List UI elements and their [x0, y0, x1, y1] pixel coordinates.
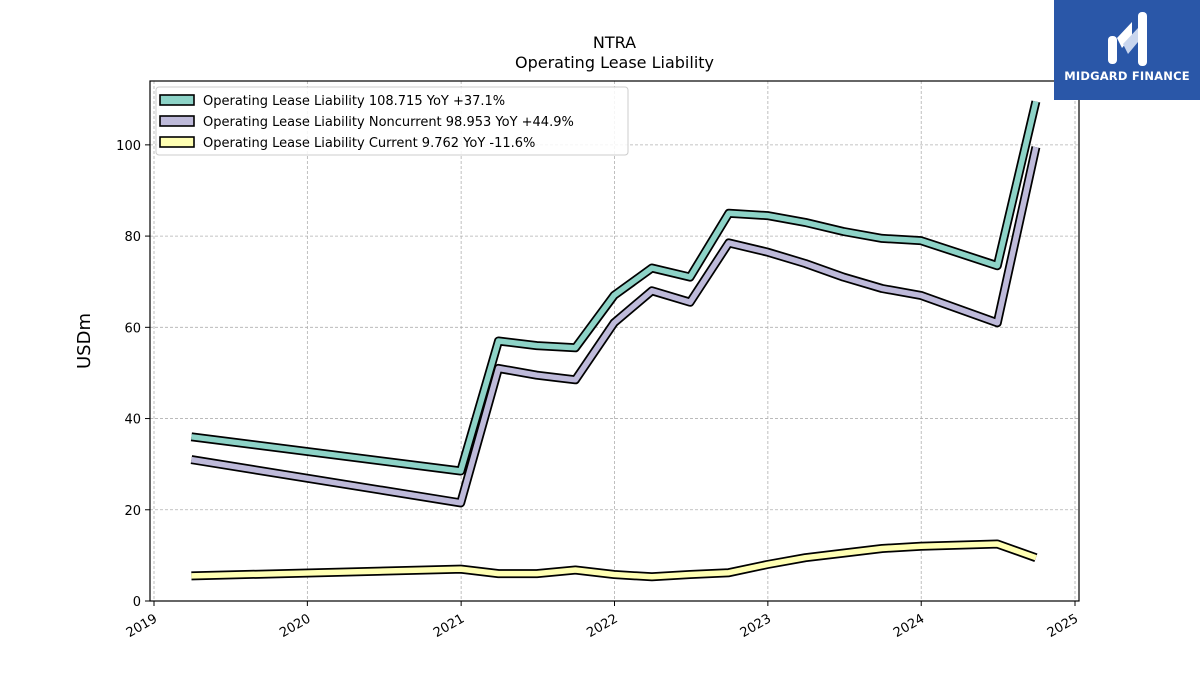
y-tick-label: 100 [116, 139, 141, 154]
legend-entry: Operating Lease Liability 108.715 YoY +3… [203, 94, 505, 109]
x-tick-label: 2024 [891, 611, 927, 641]
x-tick-label: 2022 [584, 611, 620, 641]
y-tick-label: 60 [124, 321, 141, 336]
chart-title: NTRA [593, 33, 636, 52]
series-line-operating-lease-liability [191, 100, 1039, 474]
legend-swatch [159, 136, 195, 148]
x-tick-label: 2019 [124, 611, 160, 641]
legend-swatch [159, 115, 195, 127]
y-axis-label: USDm [74, 313, 95, 369]
logo-text: MIDGARD FINANCE [1064, 69, 1190, 83]
legend: Operating Lease Liability 108.715 YoY +3… [155, 86, 629, 156]
x-tick-label: 2023 [738, 611, 774, 641]
grid [150, 81, 1079, 602]
x-axis: 2019 2020 2021 2022 2023 2024 2025 [124, 601, 1081, 641]
x-tick-label: 2020 [277, 611, 313, 641]
series-lines [190, 100, 1041, 582]
x-tick-label: 2021 [431, 611, 467, 641]
series-outline-operating-lease-liability [190, 100, 1041, 476]
y-tick-label: 80 [124, 230, 141, 245]
legend-swatch [159, 94, 195, 106]
series-line-operating-lease-liability-noncurrent [190, 146, 1039, 506]
brand-logo: MIDGARD FINANCE [1054, 0, 1200, 100]
y-tick-label: 0 [133, 595, 141, 610]
series-line-operating-lease-liability-current [191, 541, 1037, 580]
y-tick-label: 40 [124, 413, 141, 428]
legend-entry: Operating Lease Liability Noncurrent 98.… [203, 115, 574, 130]
x-tick-label: 2025 [1045, 611, 1081, 641]
y-axis: 0 20 40 60 80 100 [116, 139, 150, 610]
logo-mark-icon [1108, 12, 1147, 66]
legend-entry: Operating Lease Liability Current 9.762 … [203, 136, 535, 151]
legend-box [155, 86, 629, 156]
chart-subtitle: Operating Lease Liability [515, 53, 714, 72]
y-tick-label: 20 [124, 504, 141, 519]
